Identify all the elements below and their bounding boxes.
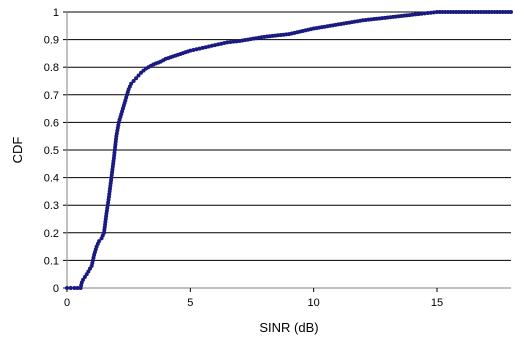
y-tick-label: 0.7 [44,90,59,102]
y-tick-label: 0.4 [44,173,59,185]
y-tick-label: 0.9 [44,35,59,47]
x-tick-label: 0 [64,297,70,309]
x-tick-label: 5 [187,297,193,309]
y-tick-label: 0.5 [44,145,59,157]
x-tick-label: 10 [308,297,320,309]
x-tick-label: 15 [431,297,443,309]
y-tick-label: 0.8 [44,62,59,74]
x-axis-label: SINR (dB) [259,320,318,335]
tick-labels: 00.10.20.30.40.50.60.70.80.910 5 10 15 [44,7,443,309]
data-point-dot [69,286,73,290]
y-axis-label: CDF [10,137,25,164]
y-tick-label: 0.3 [44,200,59,212]
gridlines [67,12,511,260]
y-tick-label: 0 [53,283,59,295]
data-point [509,10,513,14]
data-point [65,286,69,290]
y-tick-label: 0.6 [44,117,59,129]
y-tick-label: 0.2 [44,228,59,240]
y-tick-label: 0.1 [44,255,59,267]
y-tick-label: 1 [53,7,59,19]
axes [63,12,511,292]
